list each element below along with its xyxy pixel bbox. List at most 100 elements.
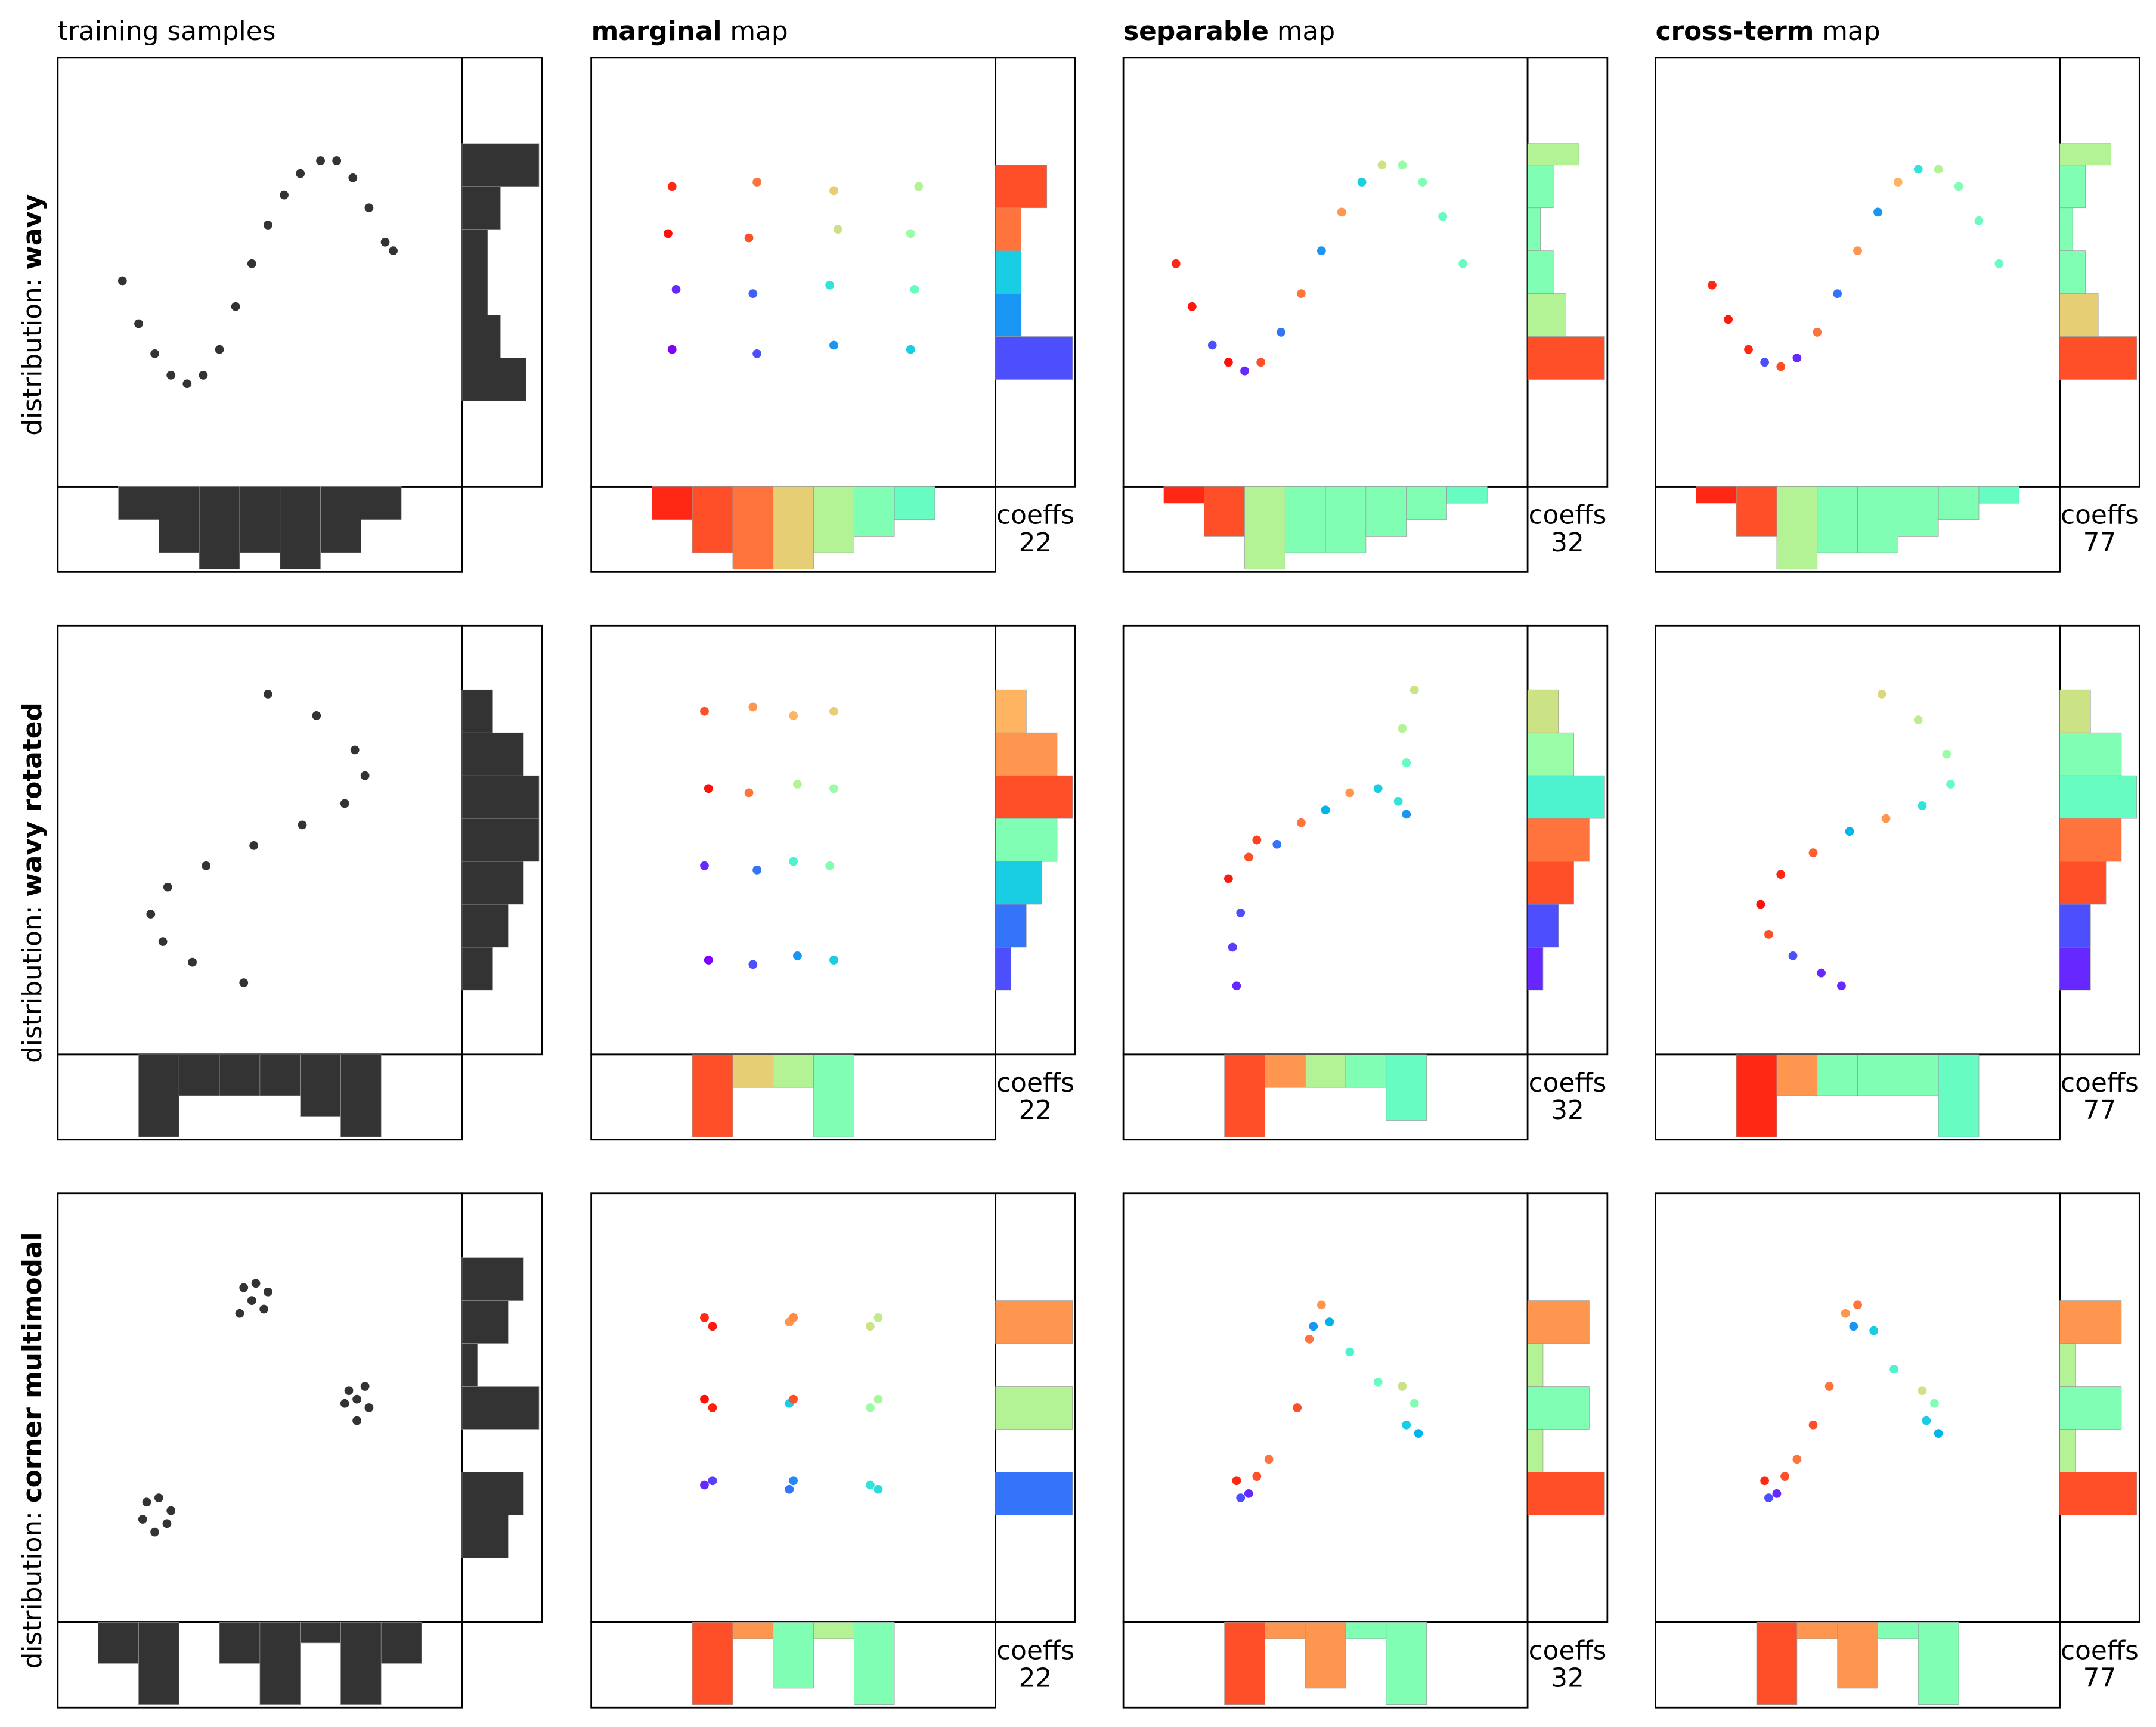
point: [671, 285, 681, 294]
x-hist-bar: [219, 1054, 261, 1096]
point: [380, 237, 390, 247]
row-label-name: corner multimodal: [17, 1232, 48, 1503]
point: [312, 711, 321, 720]
point: [1321, 805, 1330, 815]
point: [182, 379, 192, 389]
y-hist-bar: [1527, 1472, 1605, 1515]
point: [1764, 1493, 1773, 1502]
point: [1760, 358, 1770, 367]
x-hist-bar: [1386, 1054, 1427, 1121]
point: [1954, 182, 1963, 191]
point: [1792, 354, 1802, 362]
x-hist-bar: [138, 1621, 179, 1705]
y-hist-bar: [2059, 1472, 2138, 1515]
plot-frame: [57, 624, 463, 1056]
y-hist-bar: [1527, 904, 1559, 948]
scatter-panel: [57, 624, 543, 1141]
x-hist-bar: [1756, 1621, 1798, 1705]
point: [1264, 1455, 1274, 1464]
point: [825, 280, 835, 290]
y-hist-bar: [995, 732, 1058, 776]
x-hist-bar: [1284, 486, 1326, 553]
y-hist-bar: [1527, 250, 1554, 294]
point: [360, 1382, 370, 1391]
point: [1853, 1300, 1862, 1310]
row-label: distribution: wavy: [17, 194, 48, 435]
point: [199, 370, 208, 380]
x-hist-bar: [1305, 1054, 1346, 1088]
point: [1772, 1489, 1782, 1498]
point: [1913, 165, 1923, 174]
point: [1724, 315, 1733, 324]
point: [1918, 1386, 1927, 1396]
y-hist-bar: [995, 1386, 1073, 1430]
point: [1232, 1476, 1241, 1486]
y-hist-bar: [1527, 143, 1579, 166]
point: [340, 799, 349, 808]
point: [829, 186, 838, 196]
point: [1236, 1493, 1246, 1502]
x-hist-bar: [259, 1621, 301, 1705]
x-hist-bar: [1224, 1054, 1265, 1137]
coeffs-label: coeffs: [1529, 1068, 1607, 1098]
point: [1817, 968, 1826, 978]
point: [1244, 1489, 1253, 1498]
y-hist-bar: [995, 207, 1022, 252]
x-hist-bar: [219, 1621, 261, 1664]
x-hist-bar: [1406, 486, 1447, 520]
point: [1808, 1420, 1818, 1430]
plot-frame: [1122, 57, 1529, 488]
coeffs-label: coeffs: [1529, 1636, 1607, 1666]
y-hist-bar: [2059, 732, 2122, 776]
point: [389, 246, 398, 256]
y-hist-bar: [461, 904, 509, 948]
y-hist-bar: [1527, 775, 1605, 819]
coeffs-value: 22: [1019, 1663, 1052, 1694]
point: [1764, 929, 1773, 939]
point: [873, 1484, 883, 1494]
column-title: cross-term map: [1656, 16, 1881, 46]
y-hist-bar: [995, 250, 1022, 294]
y-hist-bar: [461, 143, 540, 187]
point: [134, 319, 143, 328]
x-hist-bar: [340, 1054, 382, 1137]
y-hist-bar: [2059, 947, 2091, 991]
x-hist-bar: [1244, 486, 1285, 570]
x-hist-bar: [159, 486, 200, 553]
point: [1918, 801, 1927, 810]
point: [1845, 827, 1854, 836]
point: [793, 780, 802, 789]
point: [833, 225, 842, 234]
point: [340, 1399, 349, 1408]
point: [1756, 900, 1765, 909]
point: [162, 1519, 172, 1528]
y-hist-bar: [1527, 293, 1567, 337]
y-hist-bar: [2059, 250, 2086, 294]
point: [1393, 796, 1403, 806]
y-hist-bar: [2059, 207, 2073, 252]
point: [1994, 259, 2004, 268]
point: [117, 276, 127, 286]
x-hist-bar: [1938, 486, 1980, 520]
scatter-panel: [57, 57, 543, 573]
x-hist-bar: [651, 486, 693, 520]
y-hist-bar: [461, 1343, 478, 1387]
point: [873, 1313, 883, 1322]
coeffs-value: 32: [1551, 528, 1584, 558]
plot-frame: [1655, 1192, 2061, 1623]
point: [1236, 909, 1246, 917]
x-hist-bar: [1224, 1621, 1265, 1705]
point: [1418, 178, 1427, 187]
point: [752, 178, 761, 187]
y-hist-bar: [461, 272, 488, 315]
point: [873, 1394, 883, 1404]
y-hist-bar: [1527, 947, 1544, 991]
point: [1305, 1334, 1314, 1344]
x-hist-bar: [1386, 1621, 1427, 1705]
y-hist-bar: [1527, 1429, 1544, 1472]
point: [1398, 724, 1407, 733]
